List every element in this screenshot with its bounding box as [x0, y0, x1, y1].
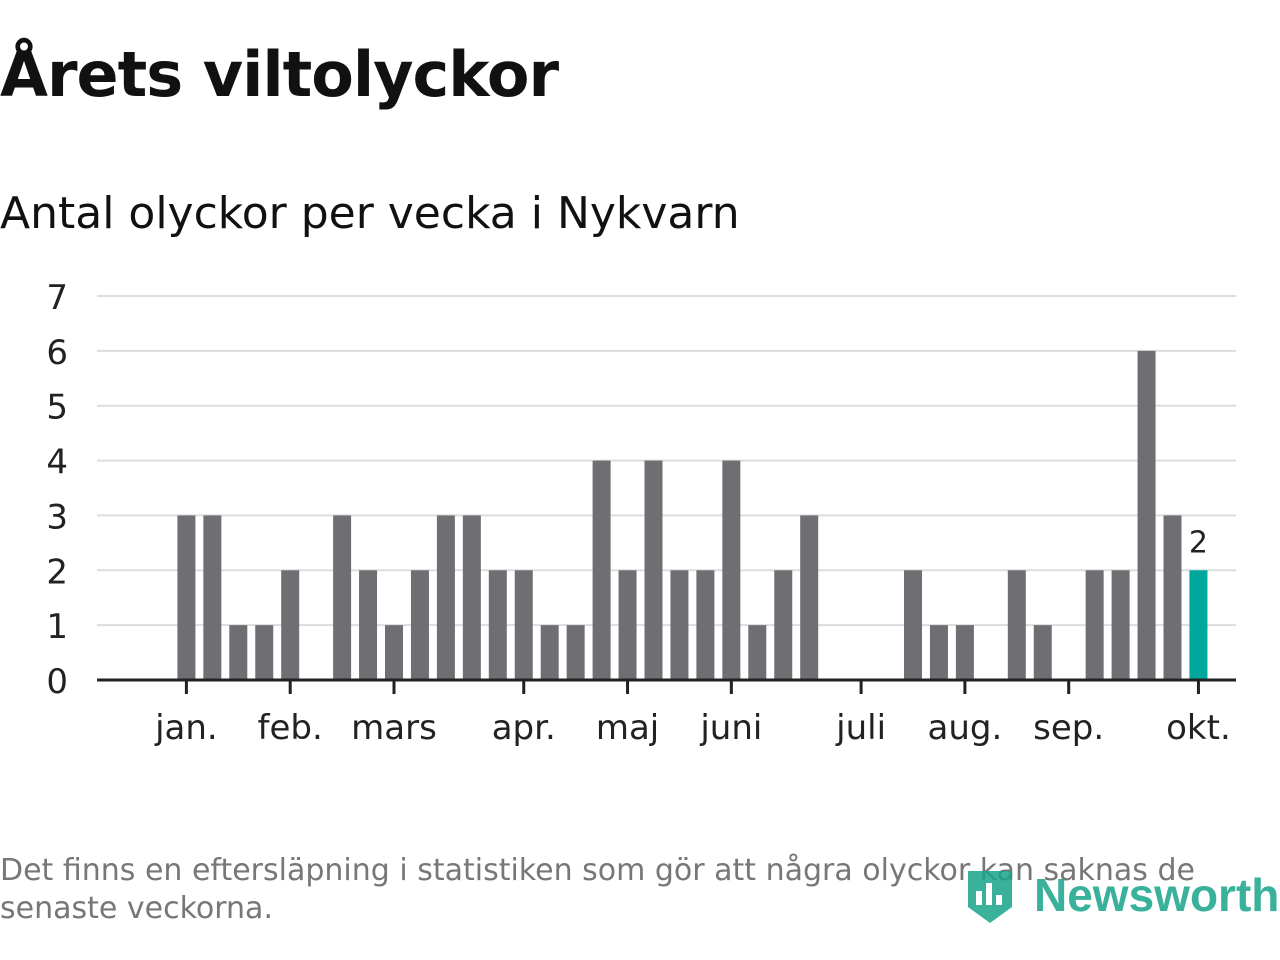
bar — [592, 460, 611, 680]
bar — [670, 570, 689, 680]
bar — [359, 570, 378, 680]
grid-lines — [97, 295, 1236, 627]
bar — [618, 570, 637, 680]
bars — [177, 350, 1208, 680]
bar — [774, 570, 793, 680]
y-tick-label: 6 — [46, 333, 68, 373]
newsworthy-bar-chart-icon — [968, 871, 1012, 923]
bar — [904, 570, 922, 680]
bar — [436, 515, 455, 680]
x-axis-tick-labels: jan. feb. mars apr. maj juni juli aug. sep. okt. — [154, 708, 1231, 748]
bar — [929, 625, 948, 680]
chart-subtitle: Antal olyckor per vecka i Nykvarn — [0, 188, 740, 239]
newsworthy-logo: Newsworthy — [964, 862, 1280, 928]
bar — [1163, 515, 1182, 680]
y-tick-label: 4 — [46, 443, 68, 483]
bar — [1033, 625, 1052, 680]
bar-chart: 0 1 2 3 4 5 6 7 jan. feb. mars apr. maj juni juli aug.… — [46, 278, 1236, 748]
bar — [385, 625, 403, 680]
bar — [540, 625, 559, 680]
bar — [566, 625, 585, 680]
bar — [1085, 570, 1104, 680]
bar — [203, 515, 222, 680]
y-tick-label: 0 — [46, 662, 68, 702]
bar — [514, 570, 533, 680]
bar — [229, 625, 248, 680]
x-tick-label: mars — [351, 708, 437, 748]
bar — [255, 625, 274, 680]
bar — [1137, 350, 1156, 680]
bar — [1007, 570, 1026, 680]
x-tick-label: aug. — [928, 708, 1003, 748]
bar — [955, 625, 974, 680]
x-tick-label: okt. — [1166, 708, 1231, 748]
x-axis — [97, 678, 1236, 694]
x-tick-label: sep. — [1033, 708, 1104, 748]
y-tick-label: 2 — [46, 552, 68, 592]
bar — [410, 570, 429, 680]
bar — [644, 460, 663, 680]
x-tick-label: juli — [835, 708, 886, 748]
bar — [488, 570, 507, 680]
highlight-bar — [1189, 570, 1208, 680]
y-tick-label: 7 — [46, 278, 68, 318]
footnote: Det finns en eftersläpning i statistiken… — [0, 853, 1195, 926]
highlight-data-label: 2 — [1189, 525, 1208, 560]
brand-name: Newsworthy — [1034, 869, 1280, 921]
bar — [800, 515, 819, 680]
bar — [722, 460, 741, 680]
x-tick-label: maj — [596, 708, 659, 748]
y-axis-tick-labels: 0 1 2 3 4 5 6 7 — [46, 278, 68, 702]
x-tick-label: apr. — [492, 708, 556, 748]
bar — [1111, 570, 1130, 680]
data-labels: 2 — [1189, 525, 1208, 560]
y-tick-label: 5 — [46, 388, 68, 428]
bar — [333, 515, 352, 680]
bar — [281, 570, 300, 680]
y-tick-label: 1 — [46, 607, 68, 647]
bar — [177, 515, 196, 680]
bar — [462, 515, 481, 680]
x-tick-label: jan. — [154, 708, 218, 748]
chart-title: Årets viltolyckor — [0, 38, 559, 111]
bar — [748, 625, 767, 680]
x-tick-label: feb. — [258, 708, 323, 748]
y-tick-label: 3 — [46, 497, 68, 537]
bar — [696, 570, 715, 680]
x-tick-label: juni — [699, 708, 762, 748]
